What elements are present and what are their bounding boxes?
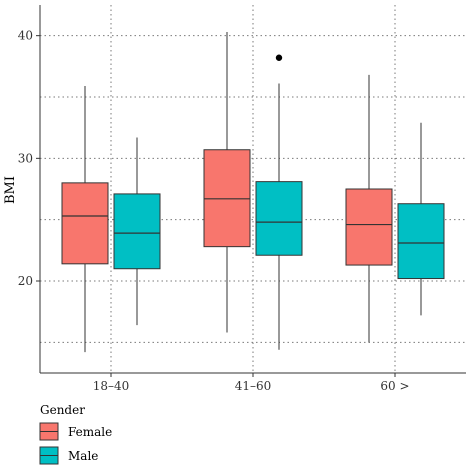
box-female-1 bbox=[203, 31, 251, 333]
outlier-point bbox=[275, 54, 283, 61]
box-male-0 bbox=[113, 137, 161, 326]
box-body bbox=[113, 193, 161, 270]
y-tick-label: 40 bbox=[18, 29, 33, 43]
legend-title: Gender bbox=[40, 403, 85, 417]
x-tick-label: 41–60 bbox=[235, 379, 272, 393]
box-male-1 bbox=[255, 54, 303, 350]
x-tick-label: 18–40 bbox=[93, 379, 130, 393]
box-body bbox=[345, 188, 393, 266]
y-tick-label: 30 bbox=[18, 151, 33, 165]
x-tick-label: 60 > bbox=[380, 379, 409, 393]
legend-label: Male bbox=[68, 449, 98, 463]
box-body bbox=[61, 182, 109, 265]
legend-key-male: Male bbox=[39, 446, 98, 465]
box-body bbox=[203, 149, 251, 248]
y-tick-label: 20 bbox=[18, 274, 33, 288]
axis-layer: 20 30 40 18–40 41–60 60 > bbox=[18, 5, 466, 393]
box-body bbox=[397, 203, 445, 280]
grid-layer bbox=[40, 5, 466, 373]
legend: Gender Female Male bbox=[39, 403, 112, 465]
legend-key-female: Female bbox=[39, 422, 112, 441]
box-body bbox=[255, 181, 303, 256]
box-layer bbox=[61, 31, 445, 353]
box-female-2 bbox=[345, 74, 393, 343]
box-male-2 bbox=[397, 122, 445, 316]
y-axis-title: BMI bbox=[3, 176, 18, 204]
legend-label: Female bbox=[68, 425, 112, 439]
box-female-0 bbox=[61, 85, 109, 353]
